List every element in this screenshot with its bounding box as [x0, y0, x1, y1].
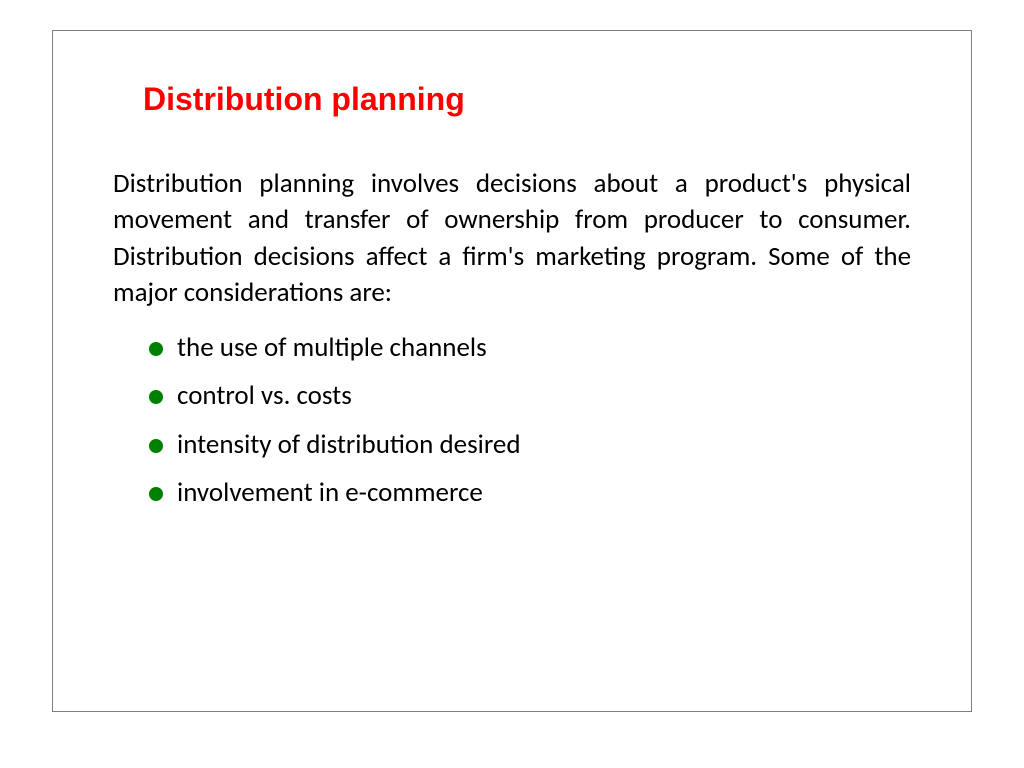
list-item: involvement in e-commerce — [149, 475, 911, 511]
slide-frame: Distribution planning Distribution plann… — [52, 30, 972, 712]
bullet-list: the use of multiple channels control vs.… — [113, 330, 911, 512]
list-item: intensity of distribution desired — [149, 427, 911, 463]
list-item: the use of multiple channels — [149, 330, 911, 366]
slide-body-text: Distribution planning involves decisions… — [113, 166, 911, 312]
slide-title: Distribution planning — [143, 81, 911, 118]
list-item: control vs. costs — [149, 378, 911, 414]
